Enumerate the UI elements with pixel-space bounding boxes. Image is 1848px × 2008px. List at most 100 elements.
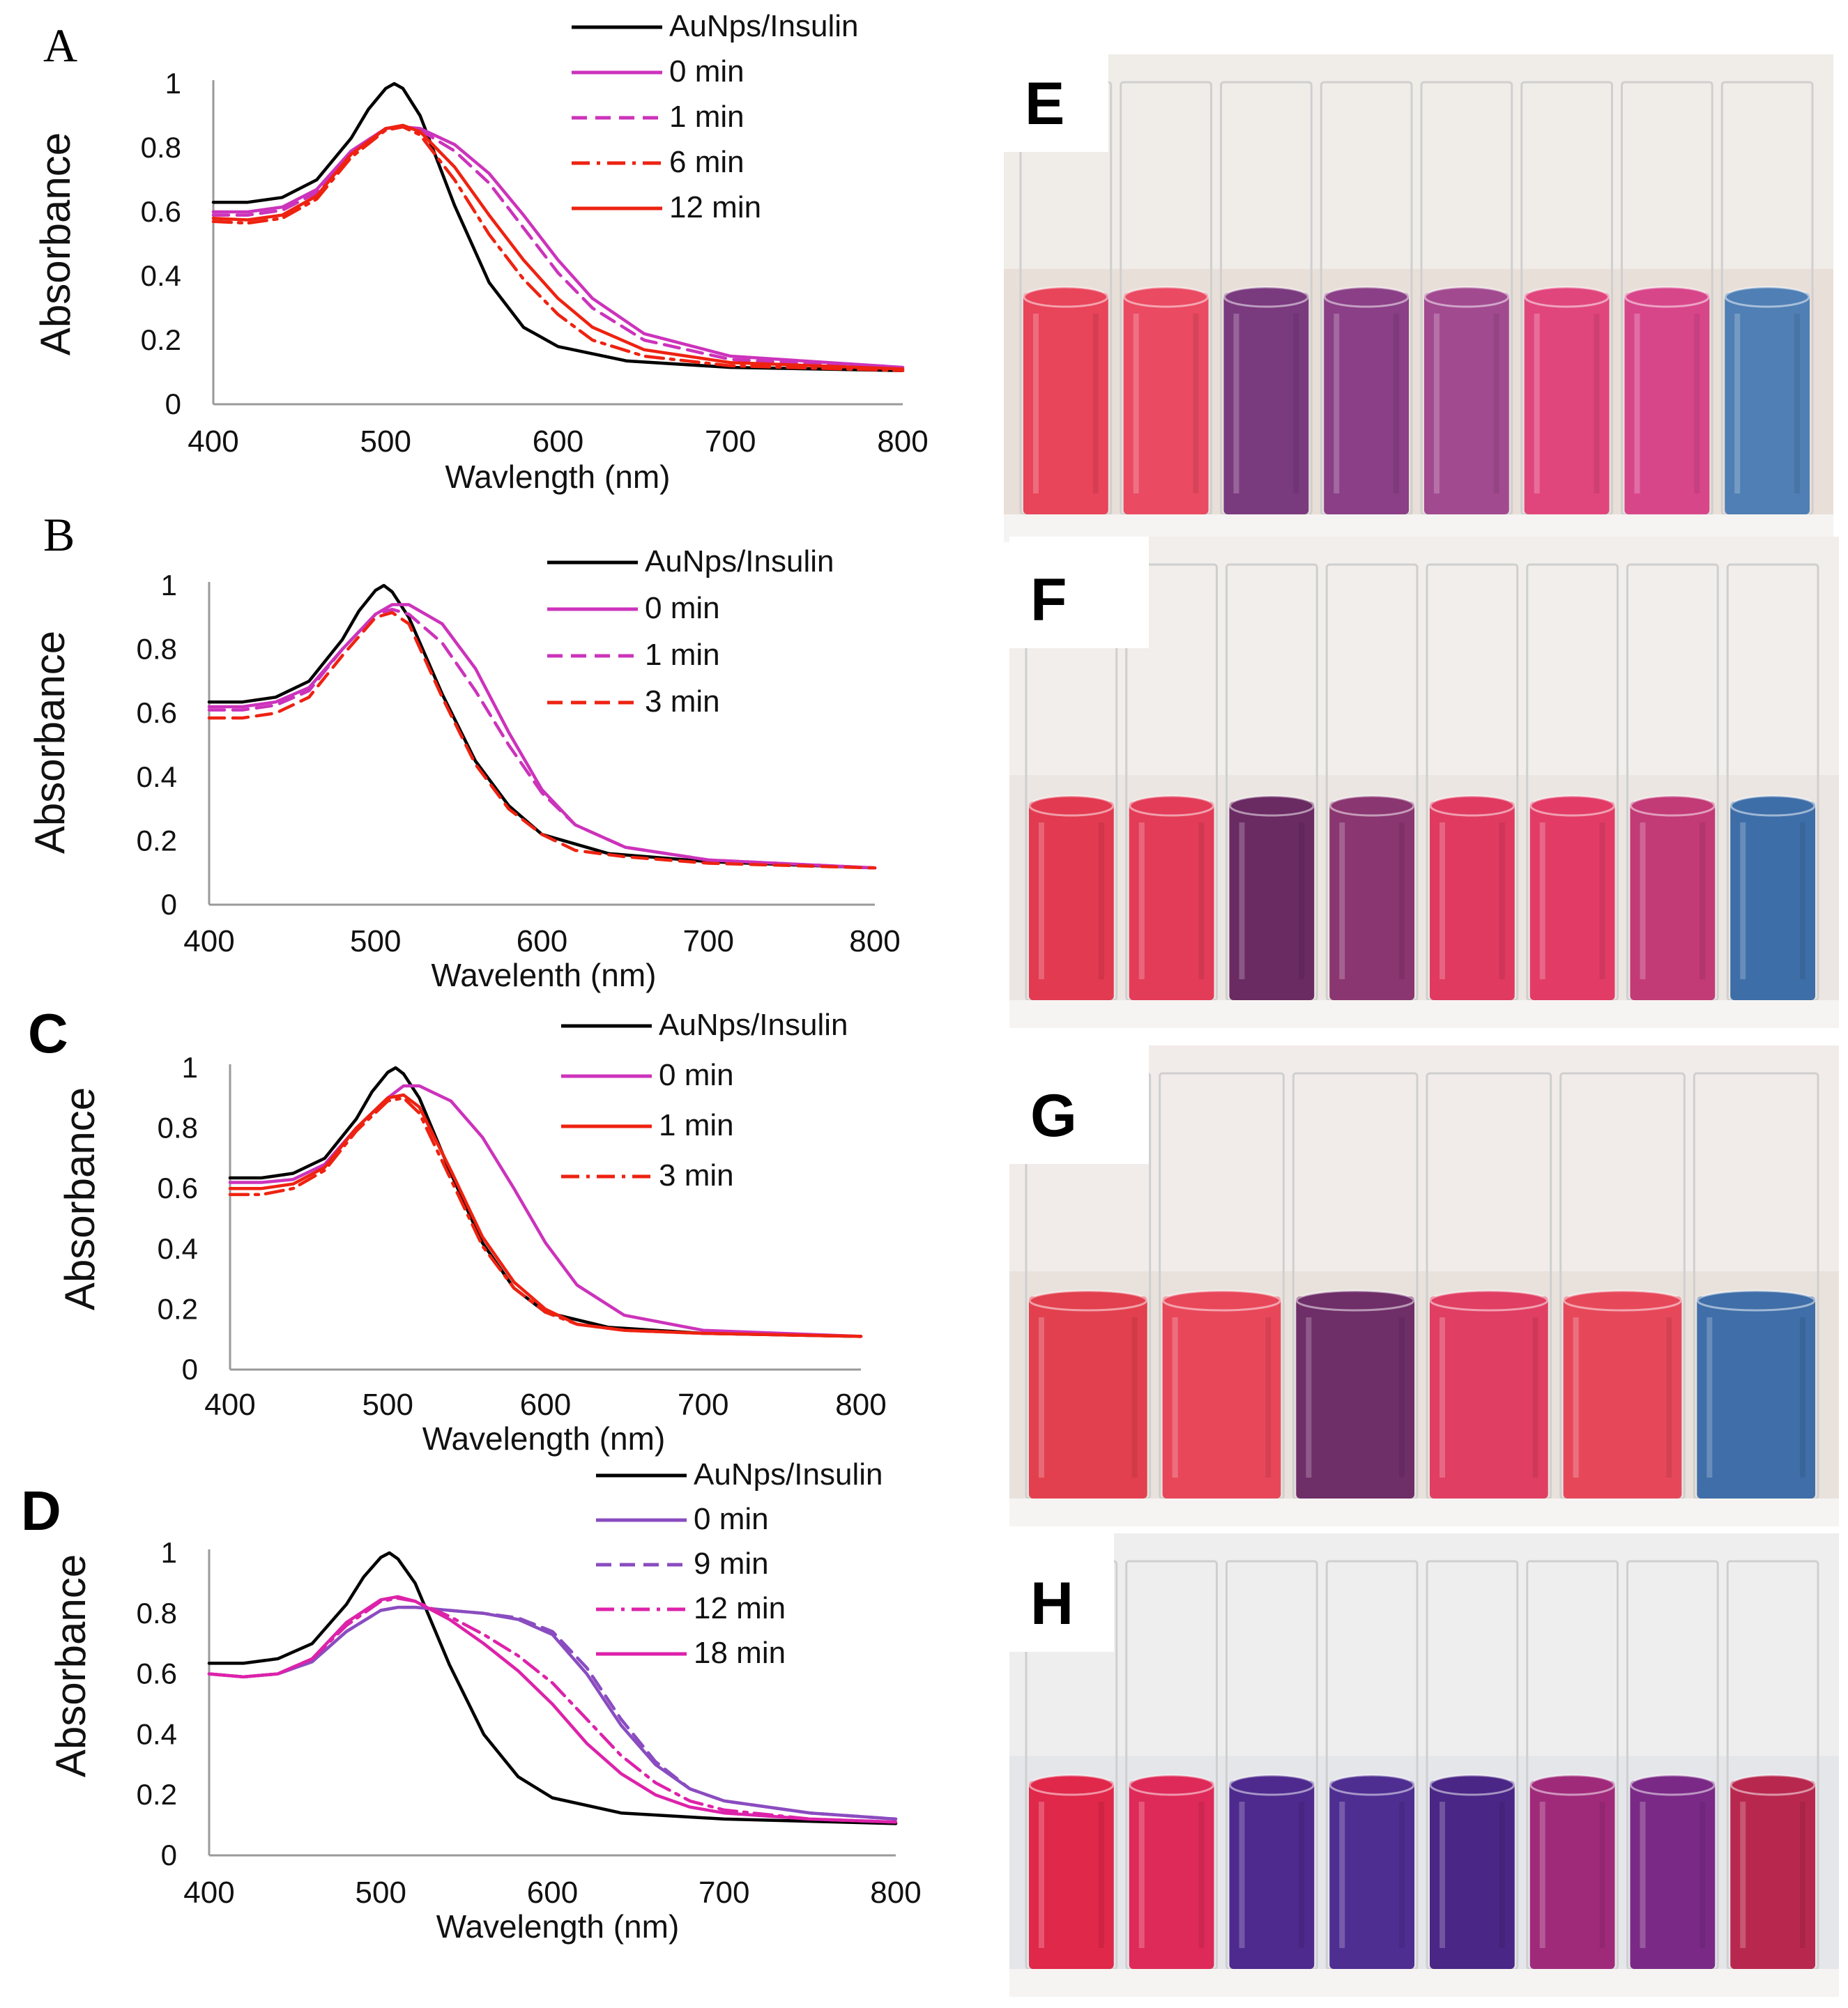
- cuvette-meniscus: [1696, 1289, 1816, 1312]
- cuvette-reflection: [1539, 822, 1545, 979]
- cuvette-liquid: [1529, 802, 1615, 1000]
- x-tick-label: 700: [705, 424, 756, 459]
- cuvette-liquid: [1129, 802, 1214, 1000]
- chart-b: B 0 0.2 0.4 0.6 0.8 1 400 500 600 700 800 Wavelenth …: [26, 508, 901, 993]
- y-tick-label: 0.2: [137, 1778, 177, 1811]
- x-tick-label: 700: [678, 1388, 728, 1422]
- photo-label: F: [1030, 567, 1067, 634]
- cuvette-shadow: [1694, 314, 1700, 493]
- y-tick-label: 0.4: [158, 1232, 198, 1265]
- cuvette-shadow: [1794, 314, 1800, 493]
- cuvette-liquid: [1229, 1781, 1315, 1969]
- photo-wall: [1004, 54, 1833, 269]
- cuvette-shadow: [1800, 822, 1805, 979]
- cuvette-reflection: [1039, 1802, 1044, 1948]
- legend-label: 1 min: [669, 100, 744, 134]
- photo-label-box: [1004, 54, 1108, 152]
- series-line-aunps-insulin: [211, 82, 905, 372]
- cuvette-meniscus: [1229, 795, 1315, 817]
- cuvette-shadow: [1399, 1802, 1405, 1948]
- cuvette-reflection: [1339, 1802, 1345, 1948]
- series-line-0-min: [211, 125, 905, 369]
- y-tick-label: 1: [161, 569, 177, 601]
- cuvette-shadow: [1594, 314, 1600, 493]
- cuvette-shadow: [1499, 822, 1505, 979]
- cuvette-shadow: [1399, 1317, 1405, 1478]
- cuvette-shadow: [1393, 314, 1399, 493]
- series-line-6-min: [211, 125, 905, 372]
- series-line-3-min: [207, 611, 877, 870]
- cuvette-reflection: [1539, 1802, 1545, 1948]
- cuvette-meniscus: [1023, 286, 1109, 308]
- y-tick-label: 0.4: [137, 1717, 177, 1750]
- series-line-aunps-insulin: [228, 1066, 863, 1338]
- cuvette-meniscus: [1329, 1774, 1415, 1796]
- y-axis-title: Absorbance: [56, 1087, 103, 1310]
- legend-label: 1 min: [659, 1108, 734, 1142]
- chart-d: D 0 0.2 0.4 0.6 0.8 1 400 500 600 700 800 Wavelength…: [21, 1457, 922, 1945]
- cuvette-reflection: [1740, 1802, 1746, 1948]
- chart-a: A 0 0.2 0.4 0.6 0.8 1 400 500 600 700 800 Wavlength …: [32, 9, 929, 495]
- cuvette-reflection: [1033, 314, 1039, 493]
- cuvette-reflection: [1434, 314, 1440, 493]
- cuvette-meniscus: [1162, 1289, 1281, 1312]
- cuvette-meniscus: [1329, 795, 1415, 817]
- cuvette-reflection: [1640, 1802, 1646, 1948]
- cuvette-meniscus: [1429, 1289, 1549, 1312]
- cuvette-reflection: [1233, 314, 1239, 493]
- cuvette-shadow: [1493, 314, 1499, 493]
- y-tick-label: 0.6: [141, 195, 181, 228]
- cuvette-liquid: [1730, 1781, 1815, 1969]
- series-line-12-min: [211, 123, 905, 371]
- x-axis-title: Wavelength (nm): [422, 1420, 666, 1457]
- cuvette-meniscus: [1295, 1289, 1415, 1312]
- x-tick-label: 400: [204, 1388, 255, 1422]
- cuvette-reflection: [1740, 822, 1746, 979]
- cuvette-liquid: [1296, 1296, 1414, 1499]
- y-tick-label: 0.8: [137, 633, 177, 666]
- x-axis-title: Wavelength (nm): [436, 1908, 680, 1945]
- y-tick-label: 0: [161, 1839, 177, 1871]
- x-tick-label: 500: [356, 1876, 406, 1910]
- photo-panel-e: E: [1004, 54, 1833, 542]
- x-tick-label: 600: [527, 1876, 578, 1910]
- cuvette-meniscus: [1229, 1774, 1315, 1796]
- cuvette-reflection: [1534, 314, 1540, 493]
- series-line-9-min: [207, 1605, 898, 1821]
- y-axis-title: Absorbance: [47, 1554, 94, 1777]
- cuvette-shadow: [1131, 1317, 1138, 1478]
- photos-group: E F G H: [1004, 54, 1839, 1997]
- cuvette-reflection: [1440, 822, 1445, 979]
- cuvette-shadow: [1193, 314, 1199, 493]
- y-tick-label: 0.6: [158, 1172, 198, 1204]
- photo-label-box: [1009, 1045, 1149, 1164]
- cuvette-shadow: [1265, 1317, 1272, 1478]
- cuvette-liquid: [1223, 293, 1309, 514]
- photo-panel-f: F: [1009, 537, 1839, 1028]
- cuvette-meniscus: [1729, 1774, 1816, 1796]
- cuvette-liquid: [1624, 293, 1710, 514]
- cuvette-shadow: [1299, 822, 1305, 979]
- cuvette-meniscus: [1524, 286, 1610, 308]
- cuvette-reflection: [1138, 1802, 1145, 1948]
- series-line-1-min: [228, 1093, 863, 1338]
- x-tick-label: 500: [350, 924, 401, 958]
- x-tick-label: 600: [517, 924, 567, 958]
- cuvette-liquid: [1730, 802, 1815, 1000]
- photo-panel-g: G: [1009, 1045, 1839, 1526]
- legend-label: 3 min: [645, 684, 720, 719]
- y-tick-label: 1: [165, 67, 181, 100]
- series-line-18-min: [207, 1595, 898, 1824]
- y-tick-label: 1: [161, 1536, 177, 1569]
- cuvette-reflection: [1734, 314, 1741, 493]
- charts-group: A 0 0.2 0.4 0.6 0.8 1 400 500 600 700 800 Wavlength …: [21, 9, 929, 1945]
- cuvette-reflection: [1239, 822, 1245, 979]
- cuvette-shadow: [1800, 1317, 1805, 1478]
- y-tick-label: 0.2: [137, 824, 177, 857]
- y-tick-label: 0.4: [141, 259, 181, 292]
- cuvette-liquid: [1029, 1781, 1114, 1969]
- chart-c: C 0 0.2 0.4 0.6 0.8 1 400 500 600 700 800 Wavelength…: [28, 1002, 887, 1457]
- cuvette-liquid: [1697, 1296, 1815, 1499]
- cuvette-reflection: [1039, 822, 1044, 979]
- x-tick-label: 800: [849, 924, 900, 958]
